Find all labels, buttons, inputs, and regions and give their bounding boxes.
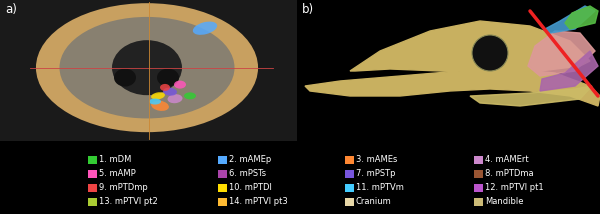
Text: 10. mPTDl: 10. mPTDl (229, 183, 272, 193)
Ellipse shape (174, 81, 186, 89)
Ellipse shape (114, 68, 136, 86)
Ellipse shape (59, 17, 235, 118)
Bar (0, 0, 297, 141)
Bar (218, 156, 227, 164)
Bar (345, 170, 354, 178)
Text: 3. mAMEs: 3. mAMEs (356, 156, 397, 165)
Ellipse shape (167, 94, 182, 103)
Ellipse shape (112, 40, 182, 95)
Ellipse shape (163, 88, 177, 96)
Bar (474, 198, 483, 206)
Text: 7. mPSTp: 7. mPSTp (356, 169, 395, 178)
Ellipse shape (151, 101, 169, 111)
Bar (218, 198, 227, 206)
Text: 11. mPTVm: 11. mPTVm (356, 183, 404, 193)
Ellipse shape (160, 84, 170, 91)
Polygon shape (350, 21, 590, 73)
Text: 5. mAMP: 5. mAMP (99, 169, 136, 178)
Polygon shape (545, 6, 595, 33)
Bar (88, 156, 97, 164)
Bar (345, 198, 354, 206)
Text: Cranium: Cranium (356, 198, 392, 207)
Bar (474, 156, 483, 164)
Text: 6. mPSTs: 6. mPSTs (229, 169, 266, 178)
Ellipse shape (184, 92, 196, 99)
Ellipse shape (149, 98, 161, 104)
Polygon shape (565, 6, 598, 29)
Text: 9. mPTDmp: 9. mPTDmp (99, 183, 148, 193)
Bar (218, 170, 227, 178)
Text: 4. mAMErt: 4. mAMErt (485, 156, 529, 165)
Bar (474, 184, 483, 192)
Bar (297, 0, 600, 141)
Text: 2. mAMEp: 2. mAMEp (229, 156, 271, 165)
Polygon shape (528, 31, 595, 76)
Text: 1. mDM: 1. mDM (99, 156, 131, 165)
Text: Mandible: Mandible (485, 198, 523, 207)
Text: 14. mPTVl pt3: 14. mPTVl pt3 (229, 198, 288, 207)
Text: 8. mPTDma: 8. mPTDma (485, 169, 533, 178)
Text: 12. mPTVl pt1: 12. mPTVl pt1 (485, 183, 544, 193)
Text: a): a) (5, 3, 17, 16)
Polygon shape (470, 86, 592, 106)
Bar (88, 198, 97, 206)
Circle shape (472, 35, 508, 71)
Text: b): b) (302, 3, 314, 16)
Bar (474, 170, 483, 178)
Bar (88, 170, 97, 178)
Polygon shape (305, 69, 600, 106)
Bar (345, 184, 354, 192)
Bar (345, 156, 354, 164)
Ellipse shape (37, 4, 257, 131)
Bar (218, 184, 227, 192)
Text: 13. mPTVl pt2: 13. mPTVl pt2 (99, 198, 158, 207)
Ellipse shape (157, 68, 179, 86)
Ellipse shape (151, 92, 165, 100)
Ellipse shape (193, 22, 217, 35)
Bar (88, 184, 97, 192)
Polygon shape (540, 51, 598, 91)
